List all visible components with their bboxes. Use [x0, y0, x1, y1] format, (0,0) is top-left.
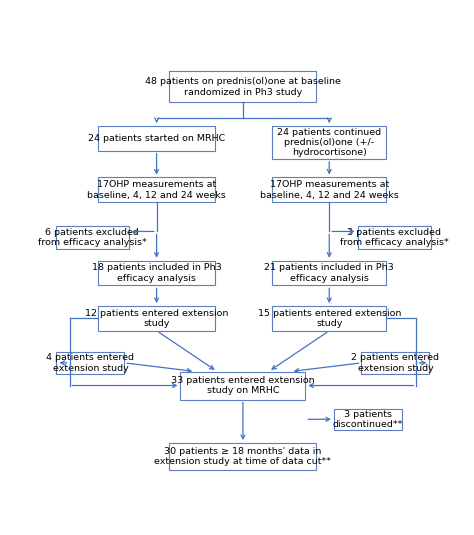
Text: 15 patients entered extension
study: 15 patients entered extension study	[257, 309, 401, 328]
Text: 30 patients ≥ 18 months' data in
extension study at time of data cut**: 30 patients ≥ 18 months' data in extensi…	[155, 447, 331, 466]
Text: 6 patients excluded
from efficacy analysis*: 6 patients excluded from efficacy analys…	[38, 227, 146, 247]
Text: 3 patients
discontinued**: 3 patients discontinued**	[333, 410, 403, 429]
FancyBboxPatch shape	[357, 226, 431, 249]
FancyBboxPatch shape	[169, 443, 316, 470]
FancyBboxPatch shape	[98, 178, 215, 202]
FancyBboxPatch shape	[272, 178, 386, 202]
FancyBboxPatch shape	[169, 71, 316, 102]
FancyBboxPatch shape	[272, 126, 386, 159]
FancyBboxPatch shape	[98, 126, 215, 151]
Text: 12 patients entered extension
study: 12 patients entered extension study	[85, 309, 228, 328]
Text: 3 patients excluded
from efficacy analysis*: 3 patients excluded from efficacy analys…	[340, 227, 449, 247]
FancyBboxPatch shape	[272, 261, 386, 285]
Text: 17OHP measurements at
baseline, 4, 12 and 24 weeks: 17OHP measurements at baseline, 4, 12 an…	[260, 180, 399, 200]
Text: 24 patients continued
prednis(ol)one (+/-
hydrocortisone): 24 patients continued prednis(ol)one (+/…	[277, 127, 381, 157]
FancyBboxPatch shape	[334, 409, 402, 430]
Text: 18 patients included in Ph3
efficacy analysis: 18 patients included in Ph3 efficacy ana…	[92, 263, 221, 283]
Text: 17OHP measurements at
baseline, 4, 12 and 24 weeks: 17OHP measurements at baseline, 4, 12 an…	[87, 180, 226, 200]
Text: 4 patients entered
extension study: 4 patients entered extension study	[46, 353, 135, 372]
FancyBboxPatch shape	[181, 371, 305, 400]
Text: 21 patients included in Ph3
efficacy analysis: 21 patients included in Ph3 efficacy ana…	[264, 263, 394, 283]
FancyBboxPatch shape	[272, 306, 386, 331]
Text: 2 patients entered
extension study: 2 patients entered extension study	[351, 353, 439, 372]
FancyBboxPatch shape	[98, 261, 215, 285]
FancyBboxPatch shape	[98, 306, 215, 331]
Text: 33 patients entered extension
study on MRHC: 33 patients entered extension study on M…	[171, 376, 315, 395]
FancyBboxPatch shape	[361, 351, 429, 374]
Text: 24 patients started on MRHC: 24 patients started on MRHC	[88, 134, 225, 143]
FancyBboxPatch shape	[56, 351, 125, 374]
Text: 48 patients on prednis(ol)one at baseline
randomized in Ph3 study: 48 patients on prednis(ol)one at baselin…	[145, 77, 341, 96]
FancyBboxPatch shape	[55, 226, 129, 249]
